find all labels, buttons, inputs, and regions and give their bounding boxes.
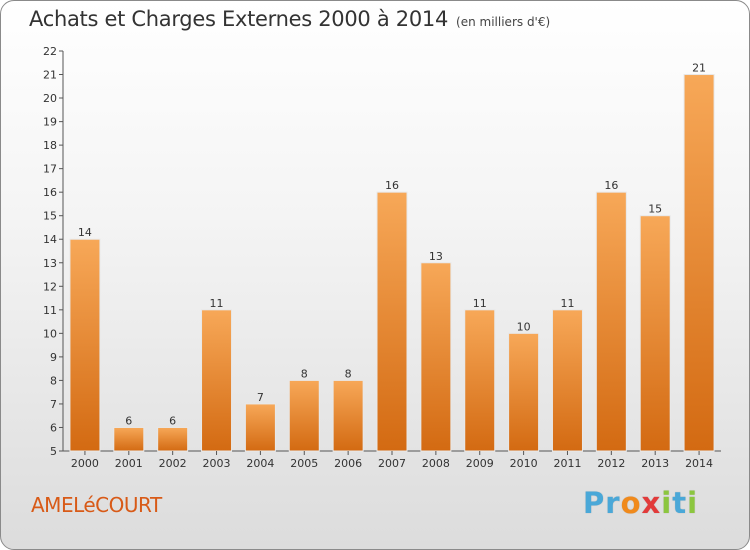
title-text: Achats et Charges Externes 2000 à 2014 — [29, 7, 449, 31]
y-tick-label: 12 — [43, 280, 57, 293]
data-label: 10 — [517, 320, 531, 333]
x-axis: 2000 2001 2002 2003 2004 2005 2006 2007 2008 2009… — [71, 451, 713, 470]
bars: 14 6 6 11 7 8 8 16 13 11 10 11 16 15 21 — [69, 62, 715, 452]
y-tick-label: 14 — [43, 233, 57, 246]
y-axis: 5 6 7 8 9 10 11 12 13 14 15 16 17 18 19 20 21 22 — [43, 45, 721, 458]
x-tick-label: 2013 — [641, 457, 669, 470]
bar — [332, 379, 364, 452]
data-label: 13 — [429, 250, 443, 263]
chart-title: Achats et Charges Externes 2000 à 2014 (e… — [29, 7, 550, 31]
x-tick-label: 2002 — [159, 457, 187, 470]
bar — [69, 238, 101, 452]
bar — [683, 74, 715, 452]
data-label: 7 — [257, 391, 264, 404]
y-tick-label: 21 — [43, 69, 57, 82]
y-tick-label: 17 — [43, 163, 57, 176]
data-label: 16 — [604, 179, 618, 192]
bar — [464, 309, 496, 452]
y-tick-label: 19 — [43, 116, 57, 129]
brand-letter: x — [641, 486, 662, 520]
x-tick-label: 2011 — [553, 457, 581, 470]
x-tick-label: 2005 — [290, 457, 318, 470]
y-tick-label: 13 — [43, 257, 57, 270]
data-label: 21 — [692, 62, 706, 75]
bar — [113, 426, 145, 452]
y-tick-label: 7 — [50, 398, 57, 411]
data-label: 11 — [473, 297, 487, 310]
y-tick-label: 11 — [43, 304, 57, 317]
x-tick-label: 2008 — [422, 457, 450, 470]
bar — [639, 215, 671, 452]
x-tick-label: 2009 — [466, 457, 494, 470]
commune-name: AMELéCOURT — [31, 493, 162, 517]
data-label: 8 — [345, 367, 352, 380]
data-label: 8 — [301, 367, 308, 380]
bar — [508, 332, 540, 452]
data-label: 14 — [78, 226, 92, 239]
y-tick-label: 8 — [50, 374, 57, 387]
brand-letter: i — [687, 486, 699, 520]
x-tick-label: 2007 — [378, 457, 406, 470]
proxiti-logo[interactable]: Proxiti — [583, 486, 698, 520]
y-tick-label: 22 — [43, 45, 57, 58]
x-tick-label: 2001 — [115, 457, 143, 470]
bar — [244, 403, 276, 452]
bar — [420, 262, 452, 452]
bar — [551, 309, 583, 452]
x-tick-label: 2014 — [685, 457, 713, 470]
x-tick-label: 2006 — [334, 457, 362, 470]
x-tick-label: 2003 — [203, 457, 231, 470]
y-tick-label: 15 — [43, 210, 57, 223]
y-tick-label: 18 — [43, 139, 57, 152]
bar — [288, 379, 320, 452]
y-tick-label: 5 — [50, 445, 57, 458]
data-label: 16 — [385, 179, 399, 192]
y-tick-label: 6 — [50, 421, 57, 434]
brand-letter: r — [605, 486, 621, 520]
x-tick-label: 2012 — [597, 457, 625, 470]
y-tick-label: 10 — [43, 327, 57, 340]
brand-letter: t — [672, 486, 688, 520]
brand-letter: P — [583, 486, 606, 520]
data-label: 6 — [169, 414, 176, 427]
brand-letter: o — [620, 486, 642, 520]
x-tick-label: 2010 — [510, 457, 538, 470]
y-tick-label: 9 — [50, 351, 57, 364]
data-label: 15 — [648, 203, 662, 216]
y-tick-label: 20 — [43, 92, 57, 105]
chart-subtitle: (en milliers d'€) — [456, 15, 551, 29]
data-label: 6 — [125, 414, 132, 427]
bar — [376, 191, 408, 452]
x-tick-label: 2000 — [71, 457, 99, 470]
bar — [201, 309, 233, 452]
brand-letter: i — [661, 486, 673, 520]
bar — [595, 191, 627, 452]
y-tick-label: 16 — [43, 186, 57, 199]
x-tick-label: 2004 — [246, 457, 274, 470]
data-label: 11 — [560, 297, 574, 310]
bar — [157, 426, 189, 452]
data-label: 11 — [210, 297, 224, 310]
